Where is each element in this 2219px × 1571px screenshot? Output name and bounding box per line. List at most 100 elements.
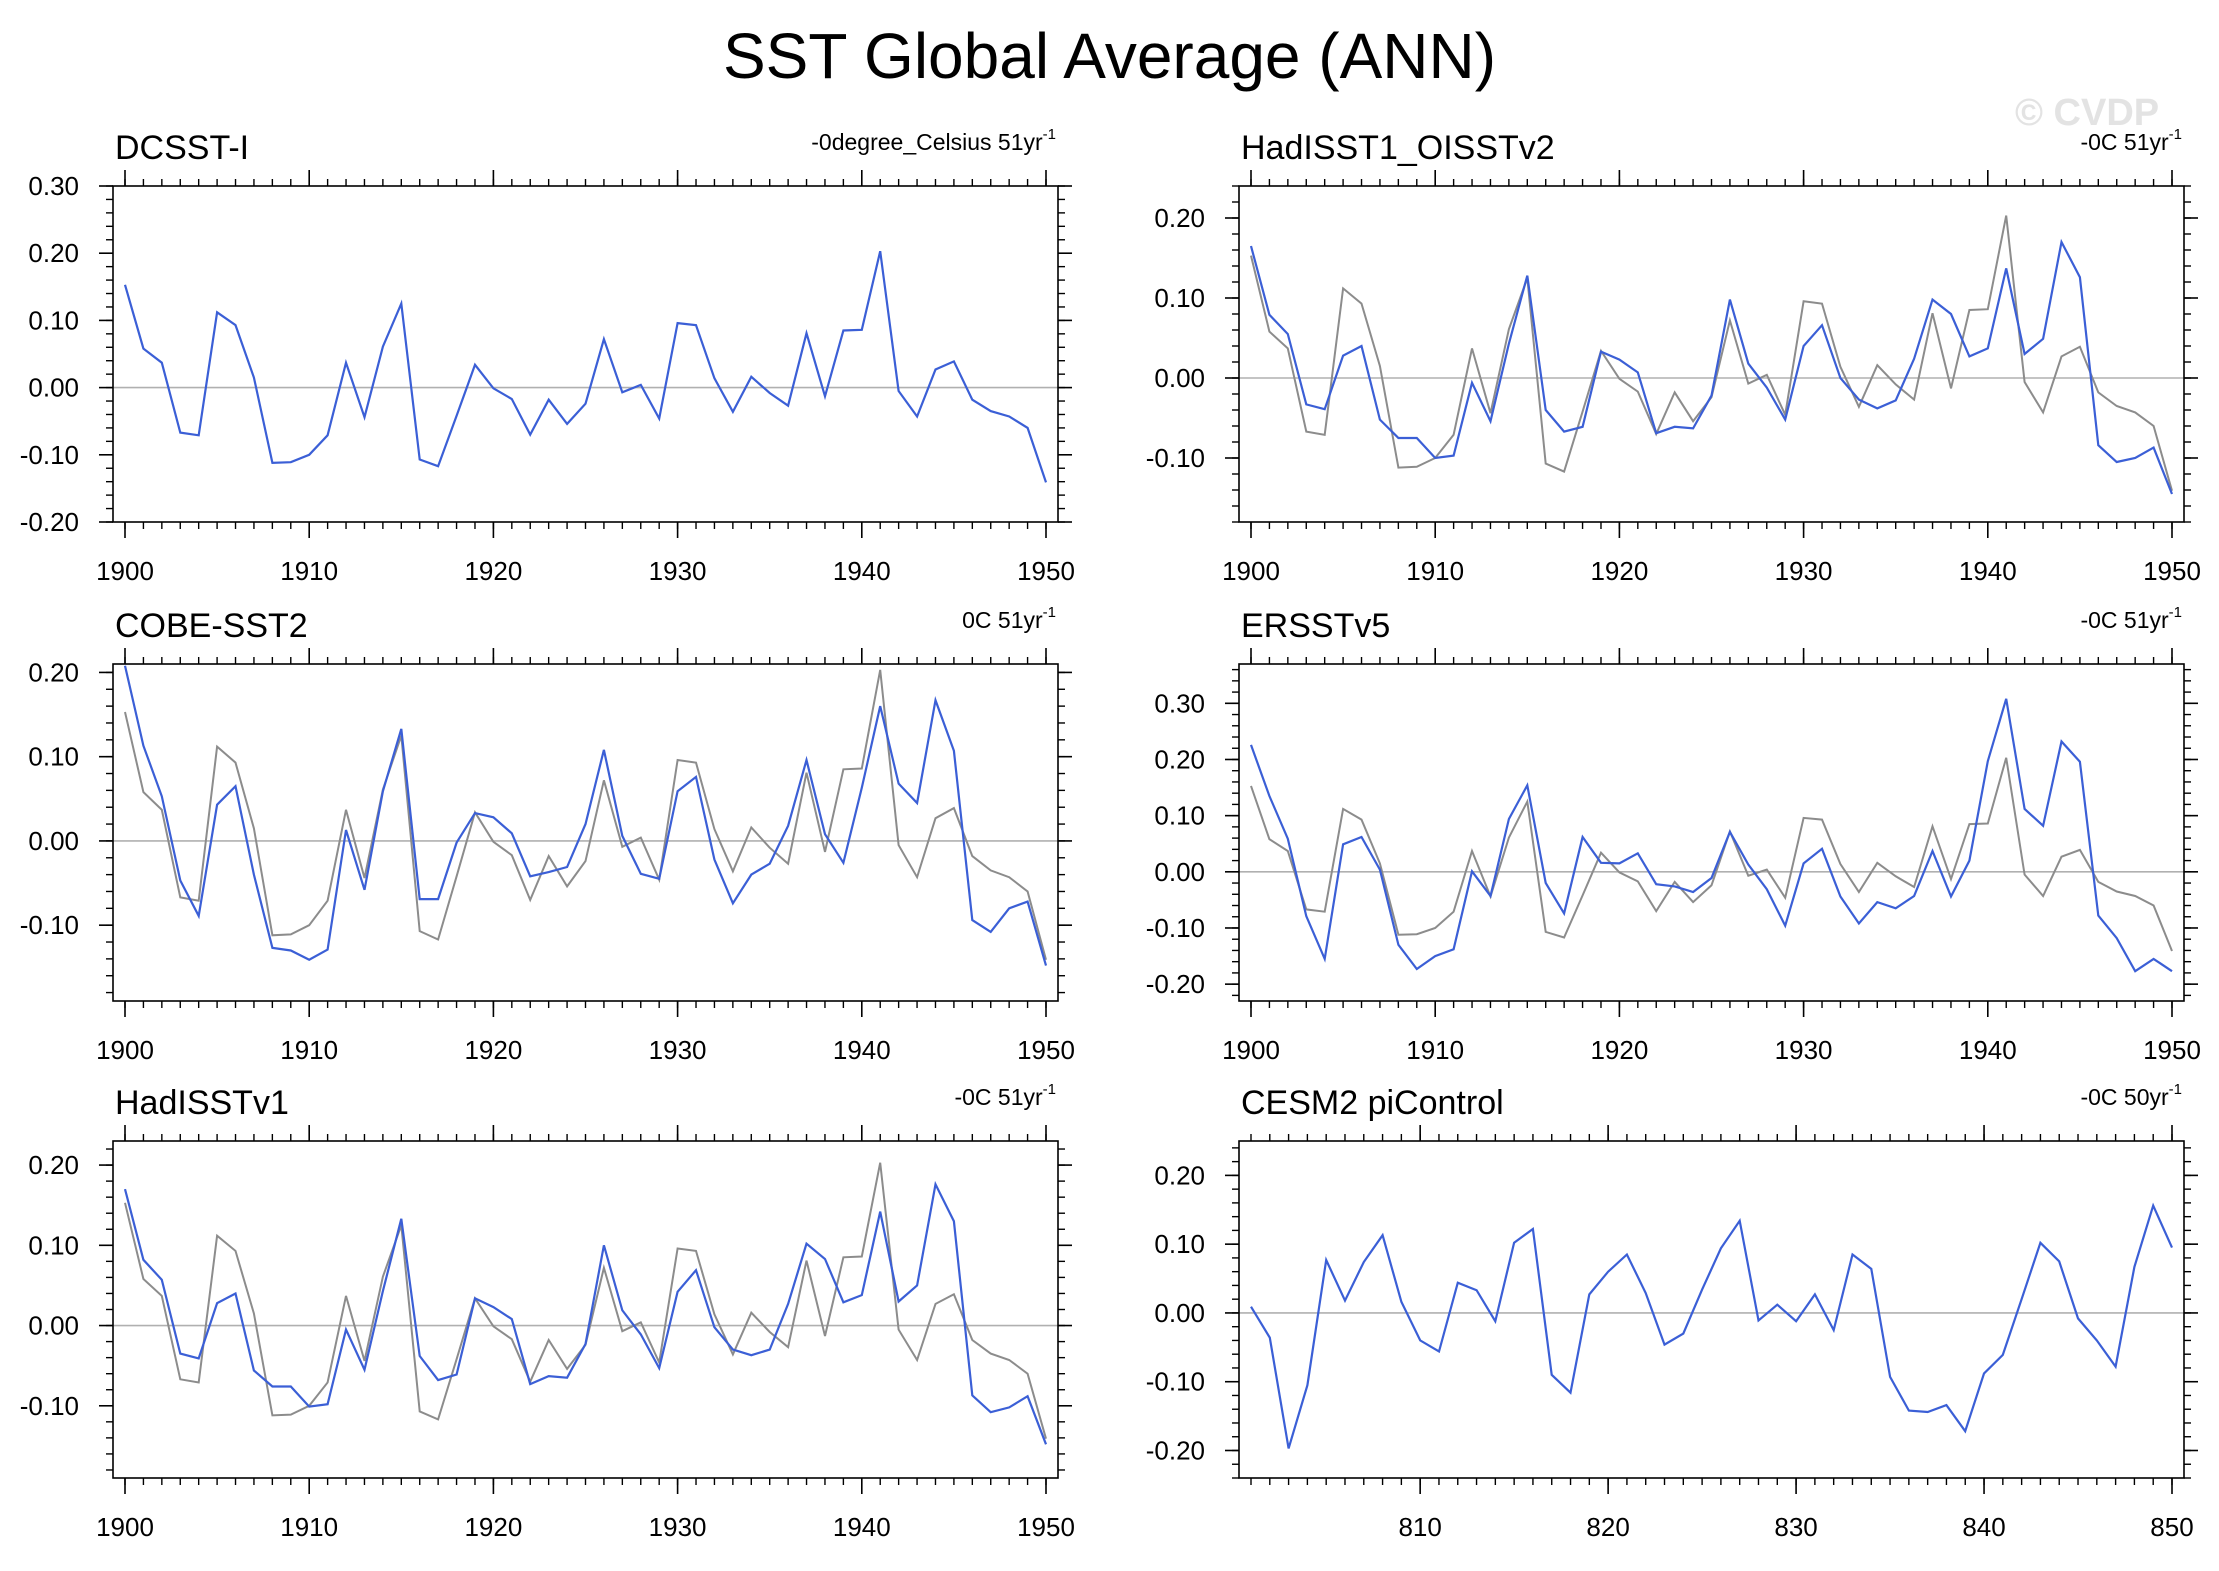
y-minor-ticks (1232, 668, 2191, 997)
y-tick-label: 0.10 (28, 742, 79, 772)
panel-title: ERSSTv5 (1241, 607, 1390, 645)
x-tick-label: 1910 (1406, 556, 1464, 586)
panel-3: -0.10 0.00 0.10 0.20 1900 1910 1920 1930 1940 195… (20, 604, 1075, 1065)
panel-title: CESM2 piControl (1241, 1084, 1504, 1122)
x-tick-label: 1910 (280, 556, 338, 586)
y-tick-label: 0.00 (1154, 363, 1205, 393)
y-tick-label: 0.10 (28, 305, 79, 335)
y-tick-label: 0.00 (1154, 1298, 1205, 1328)
panel-units: 0C 51yr-1 (962, 604, 1056, 633)
x-tick-label: 1940 (1959, 1035, 2017, 1065)
plot-frame (112, 1140, 1059, 1479)
x-tick-label: 1910 (1406, 1035, 1464, 1065)
panel-units: -0C 50yr-1 (2080, 1081, 2182, 1110)
x-tick-label: 820 (1586, 1512, 1629, 1542)
cvdp-watermark: © CVDP (2015, 92, 2160, 134)
y-tick-label: 0.10 (1154, 283, 1205, 313)
y-tick-label: 0.10 (1154, 801, 1205, 831)
y-tick-label: 0.10 (28, 1230, 79, 1260)
y-tick-label: 0.20 (1154, 203, 1205, 233)
x-tick-label: 1950 (2143, 1035, 2201, 1065)
series-line-dcsst-i (123, 250, 1048, 483)
plot-frame (112, 185, 1059, 523)
x-tick-label: 1920 (1590, 556, 1648, 586)
x-tick-label: 810 (1398, 1512, 1441, 1542)
series-line-dcsst-i (124, 1162, 1047, 1439)
series-line-cobe-sst2 (123, 665, 1048, 966)
plot-frame (1238, 185, 2185, 523)
x-tick-label: 1900 (96, 556, 154, 586)
x-tick-label: 1930 (1775, 556, 1833, 586)
y-tick-label: -0.10 (1146, 443, 1205, 473)
x-tick-label: 1920 (464, 1035, 522, 1065)
panel-title: DCSST-I (115, 129, 249, 167)
x-tick-label: 1920 (464, 556, 522, 586)
series-line-hadisst1-oisstv2 (1249, 238, 2174, 495)
series-line-hadisstv1 (123, 1180, 1048, 1445)
x-tick-label: 1900 (1222, 1035, 1280, 1065)
y-tick-label: 0.20 (28, 657, 79, 687)
y-tick-label: -0.10 (1146, 1367, 1205, 1397)
x-tick-label: 840 (1962, 1512, 2005, 1542)
x-minor-ticks (1250, 657, 2173, 1008)
panel-4: -0.20 -0.10 0.00 0.10 0.20 0.30 1900 1910 1920 19… (1146, 604, 2201, 1065)
x-tick-label: 1900 (96, 1035, 154, 1065)
series-line-dcsst-i (1250, 757, 2173, 952)
y-tick-label: 0.20 (28, 238, 79, 268)
y-tick-label: 0.00 (28, 1311, 79, 1341)
series-line-dcsst-i (1250, 215, 2173, 492)
y-tick-label: 0.30 (28, 171, 79, 201)
x-tick-label: 1930 (649, 556, 707, 586)
x-tick-label: 1920 (1590, 1035, 1648, 1065)
panel-title: HadISST1_OISSTv2 (1241, 129, 1555, 167)
panel-title: COBE-SST2 (115, 607, 308, 645)
panel-units: -0C 51yr-1 (954, 1081, 1056, 1110)
y-minor-ticks (106, 671, 1065, 994)
plot-frame (1238, 663, 2185, 1002)
x-tick-label: 1940 (1959, 556, 2017, 586)
x-tick-label: 1930 (649, 1035, 707, 1065)
x-tick-label: 1950 (1017, 556, 1075, 586)
x-tick-label: 1940 (833, 1512, 891, 1542)
y-tick-label: -0.10 (20, 910, 79, 940)
y-tick-label: 0.00 (1154, 857, 1205, 887)
x-tick-label: 1930 (1775, 1035, 1833, 1065)
y-tick-label: 0.30 (1154, 688, 1205, 718)
x-minor-ticks (124, 1134, 1047, 1485)
y-tick-label: 0.00 (28, 826, 79, 856)
y-tick-label: -0.10 (20, 1391, 79, 1421)
y-minor-ticks (1232, 1147, 2191, 1479)
panel-units: -0C 51yr-1 (2080, 126, 2182, 155)
y-tick-label: -0.10 (20, 440, 79, 470)
x-minor-ticks (124, 657, 1047, 1008)
y-tick-label: -0.20 (1146, 1435, 1205, 1465)
y-tick-label: 0.20 (1154, 744, 1205, 774)
panel-2: -0.10 0.00 0.10 0.20 1900 1910 1920 1930 1940 195… (1146, 126, 2201, 586)
y-tick-label: 0.20 (1154, 1160, 1205, 1190)
panel-1: -0.20 -0.10 0.00 0.10 0.20 0.30 1900 1910 1920 19… (20, 126, 1075, 586)
series-line-ersstv5 (1249, 698, 2173, 973)
x-tick-label: 1950 (1017, 1512, 1075, 1542)
y-tick-label: 0.00 (28, 373, 79, 403)
x-tick-label: 1930 (649, 1512, 707, 1542)
y-minor-ticks (106, 1148, 1065, 1471)
panel-6: -0.20 -0.10 0.00 0.10 0.20 810 820 830 840 850 CES… (1146, 1081, 2198, 1542)
x-tick-label: 1950 (1017, 1035, 1075, 1065)
x-tick-label: 850 (2150, 1512, 2193, 1542)
x-tick-label: 1950 (2143, 556, 2201, 586)
y-tick-label: -0.10 (1146, 913, 1205, 943)
x-minor-ticks (1250, 1134, 2173, 1485)
plot-frame (112, 663, 1059, 1002)
panel-title: HadISSTv1 (115, 1084, 289, 1122)
x-tick-label: 1910 (280, 1512, 338, 1542)
y-tick-label: 0.10 (1154, 1229, 1205, 1259)
series-line-dcsst-i (124, 669, 1047, 960)
plot-frame (1238, 1140, 2185, 1479)
figure-title: SST Global Average (ANN) (722, 20, 1497, 92)
x-minor-ticks (1250, 179, 2173, 529)
x-tick-label: 1910 (280, 1035, 338, 1065)
x-tick-label: 1920 (464, 1512, 522, 1542)
y-tick-label: 0.20 (28, 1150, 79, 1180)
panel-5: -0.10 0.00 0.10 0.20 1900 1910 1920 1930 1940 195… (20, 1081, 1075, 1542)
